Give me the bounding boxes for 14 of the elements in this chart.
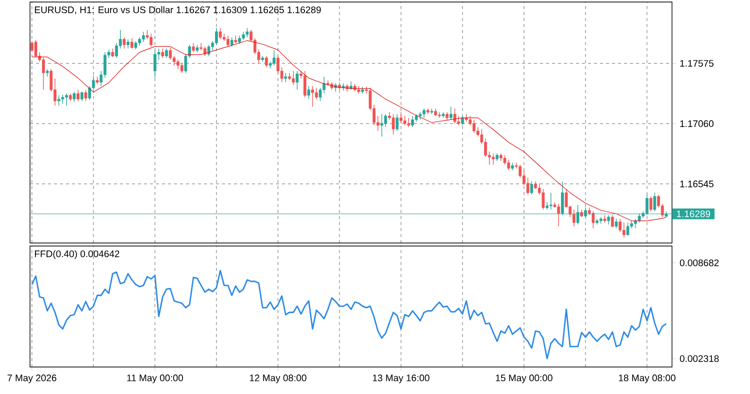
y-tick-label: 1.17060	[680, 120, 714, 128]
x-tick-label: 18 May 08:00	[618, 374, 676, 384]
x-tick-label: 13 May 16:00	[372, 374, 430, 384]
ref-line-label: 1.16289	[676, 210, 710, 218]
x-tick-label: 12 May 08:00	[250, 374, 306, 384]
x-tick-label: 11 May 00:00	[127, 374, 183, 384]
x-tick-label: 15 May 00:00	[496, 374, 552, 384]
y-tick-label: 1.17575	[680, 60, 714, 67]
y-tick-label: 0.008682	[680, 259, 719, 266]
chart-title: FFD(0.40) 0.004642	[34, 250, 120, 260]
x-tick-label: 7 May 2026	[8, 374, 56, 384]
y-tick-label: 0.002318	[680, 355, 719, 362]
chart-title: EURUSD, H1: Euro vs US Dollar 1.16267 1.16309 1.16265 1.16289	[34, 6, 321, 14]
y-tick-label: 1.16545	[680, 180, 714, 188]
